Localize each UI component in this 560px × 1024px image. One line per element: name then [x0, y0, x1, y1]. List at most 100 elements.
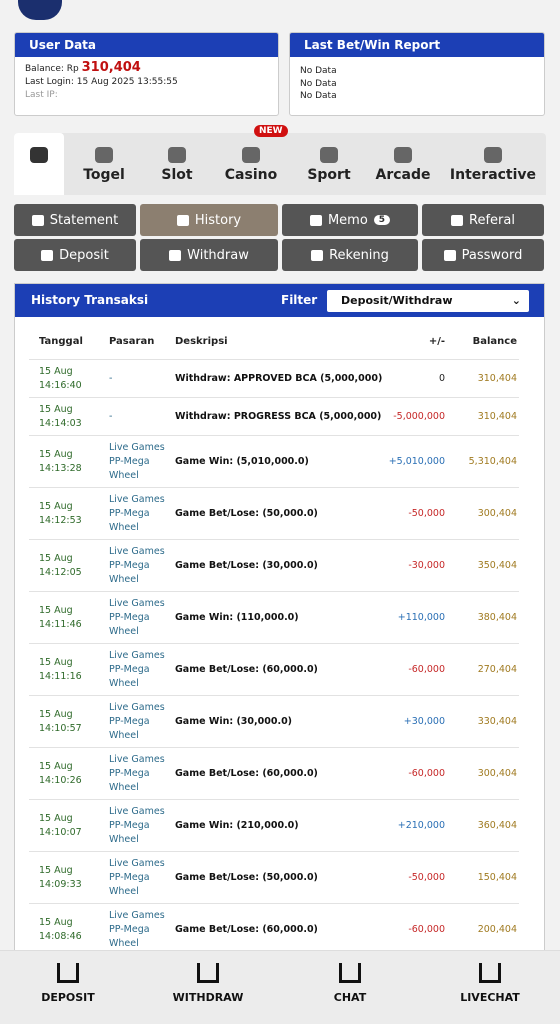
date: 15 Aug	[39, 708, 73, 720]
button-label: Memo	[327, 212, 368, 228]
nav-label: CHAT	[333, 991, 367, 1004]
column-header: Pasaran	[109, 335, 155, 347]
menu-button[interactable]: Statement	[14, 204, 136, 236]
pasaran-line: Wheel	[109, 885, 139, 897]
date-cell: 15 Aug 14:12:05	[39, 552, 82, 580]
menu-button[interactable]: History	[140, 204, 278, 236]
game-tab[interactable]: Interactive	[440, 133, 546, 195]
nav-item[interactable]: CHAT	[300, 951, 400, 1004]
date: 15 Aug	[39, 812, 73, 824]
button-icon	[309, 214, 322, 226]
pasaran-line: Live Games	[109, 857, 165, 869]
last-bet-lines: No Data No Data No Data	[290, 57, 544, 107]
menu-button[interactable]: Memo 5	[282, 204, 418, 236]
button-icon	[311, 249, 324, 261]
column-header: Deskripsi	[175, 335, 228, 347]
nav-icon	[339, 963, 361, 983]
pasaran-line: Live Games	[109, 909, 165, 921]
pasaran-line: Live Games	[109, 701, 165, 713]
history-row: 15 Aug 14:16:40 - Withdraw: APPROVED BCA (5…	[29, 360, 519, 398]
pasaran-line: Wheel	[109, 469, 139, 481]
nav-item[interactable]: LIVECHAT	[440, 951, 540, 1004]
game-tab[interactable]: Togel	[64, 133, 144, 195]
history-row: 15 Aug 14:11:16 Live Games PP-Mega Wheel Game…	[29, 644, 519, 696]
last-bet-card: Last Bet/Win Report No Data No Data No Dat…	[289, 32, 545, 116]
balance: 150,404	[477, 871, 517, 883]
report-line: No Data	[300, 66, 337, 76]
history-row: 15 Aug 14:10:26 Live Games PP-Mega Wheel Game…	[29, 748, 519, 800]
menu-button[interactable]: Rekening	[282, 239, 418, 271]
date: 15 Aug	[39, 500, 73, 512]
nav-item[interactable]: WITHDRAW	[158, 951, 258, 1004]
time: 14:12:05	[39, 566, 82, 578]
report-line: No Data	[300, 78, 337, 89]
button-label: Rekening	[329, 247, 389, 263]
tab-icon	[394, 147, 412, 163]
pasaran-cell: -	[109, 410, 112, 424]
pasaran-line: Wheel	[109, 521, 139, 533]
pasaran-line: PP-Mega	[109, 871, 150, 883]
description: Game Bet/Lose: (50,000.0)	[175, 871, 318, 883]
pasaran-line: Live Games	[109, 441, 165, 453]
button-label: Statement	[49, 212, 119, 228]
pasaran-cell: -	[109, 372, 112, 386]
history-row: 15 Aug 14:10:07 Live Games PP-Mega Wheel Game…	[29, 800, 519, 852]
history-header: History Transaksi Filter Deposit/Withdra…	[15, 284, 544, 317]
menu-button[interactable]: Referal	[422, 204, 544, 236]
date-cell: 15 Aug 14:13:28	[39, 448, 82, 476]
pasaran-line: Wheel	[109, 729, 139, 741]
nav-item[interactable]: DEPOSIT	[18, 951, 118, 1004]
last-login: Last Login: 15 Aug 2025 13:55:55	[25, 77, 178, 87]
pasaran-line: Live Games	[109, 649, 165, 661]
time: 14:12:53	[39, 514, 82, 526]
date-cell: 15 Aug 14:09:33	[39, 864, 82, 892]
filter-select[interactable]: Deposit/Withdraw ⌄	[327, 290, 529, 312]
nav-icon	[197, 963, 219, 983]
pasaran-line: PP-Mega	[109, 455, 150, 467]
home-tab[interactable]	[14, 133, 64, 195]
tab-label: Casino	[224, 167, 278, 183]
new-badge: NEW	[254, 125, 288, 137]
menu-button[interactable]: Password	[422, 239, 544, 271]
button-icon	[451, 214, 464, 226]
pasaran-line: -	[109, 372, 113, 384]
menu-button[interactable]: Deposit	[14, 239, 136, 271]
pasaran-line: PP-Mega	[109, 715, 150, 727]
column-header: Tanggal	[39, 335, 83, 347]
pasaran-line: Live Games	[109, 545, 165, 557]
pasaran-line: Wheel	[109, 677, 139, 689]
description: Game Bet/Lose: (60,000.0)	[175, 663, 318, 675]
game-tab[interactable]: Casino	[210, 133, 292, 195]
change: -60,000	[408, 767, 445, 779]
tab-label: Interactive	[449, 167, 537, 183]
time: 14:10:26	[39, 774, 82, 786]
date-cell: 15 Aug 14:16:40	[39, 365, 82, 393]
description: Game Bet/Lose: (50,000.0)	[175, 507, 318, 519]
pasaran-line: Wheel	[109, 573, 139, 585]
tab-icon	[242, 147, 260, 163]
change: -60,000	[408, 663, 445, 675]
time: 14:08:46	[39, 930, 82, 942]
date: 15 Aug	[39, 916, 73, 928]
button-icon	[176, 214, 189, 226]
balance: 300,404	[477, 767, 517, 779]
tab-icon	[320, 147, 338, 163]
change: 0	[438, 372, 445, 384]
balance: 310,404	[477, 372, 517, 384]
game-tab[interactable]: Slot	[144, 133, 210, 195]
user-info: Balance: Rp 310,404 Last Login: 15 Aug 2…	[15, 57, 278, 106]
menu-button[interactable]: Withdraw	[140, 239, 278, 271]
change: -30,000	[408, 559, 445, 571]
game-tab[interactable]: Arcade	[366, 133, 440, 195]
balance: 380,404	[477, 611, 517, 623]
time: 14:16:40	[39, 379, 82, 391]
pasaran-cell: Live Games PP-Mega Wheel	[109, 441, 165, 483]
history-panel: History Transaksi Filter Deposit/Withdra…	[14, 283, 545, 963]
pasaran-cell: Live Games PP-Mega Wheel	[109, 805, 165, 847]
tab-label: Sport	[307, 167, 351, 183]
pasaran-line: -	[109, 410, 113, 422]
tab-label: Slot	[161, 167, 193, 183]
date: 15 Aug	[39, 448, 73, 460]
change: -50,000	[408, 871, 445, 883]
game-tab[interactable]: Sport	[292, 133, 366, 195]
